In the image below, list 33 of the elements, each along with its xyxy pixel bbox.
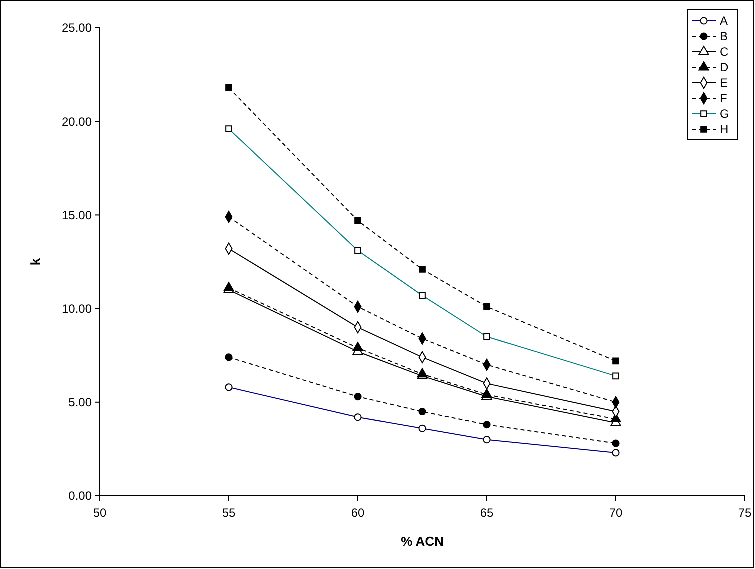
x-tick-label: 65 (480, 506, 494, 520)
point (354, 393, 362, 401)
point (418, 408, 426, 416)
legend-label: H (720, 122, 729, 137)
legend-label: B (720, 30, 728, 44)
y-tick-label: 15.00 (62, 208, 92, 222)
point (483, 421, 491, 429)
point (225, 354, 233, 362)
x-axis-title: % ACN (401, 534, 444, 549)
x-tick-label: 60 (351, 506, 365, 520)
y-axis-title: k (28, 258, 43, 266)
y-tick-label: 0.00 (68, 489, 92, 504)
x-tick-label: 70 (609, 506, 623, 520)
legend-label: D (720, 60, 729, 75)
legend-label: F (720, 92, 728, 106)
point (612, 358, 620, 365)
point (352, 342, 364, 352)
y-tick-label: 5.00 (68, 396, 92, 410)
legend-label: A (720, 14, 728, 28)
legend-label: E (720, 76, 728, 90)
x-tick-label: 75 (738, 506, 752, 520)
point (484, 304, 490, 310)
point (226, 84, 232, 92)
legend-label: C (720, 45, 729, 60)
x-tick-label: 55 (222, 506, 236, 520)
y-tick-label: 25.00 (62, 21, 92, 36)
x-tick-label: 50 (93, 506, 107, 520)
y-tick-label: 10.00 (62, 302, 92, 316)
y-tick-label: 20.00 (62, 114, 92, 129)
legend-label: G (720, 107, 730, 122)
point (419, 266, 426, 273)
point (612, 440, 620, 448)
point (354, 217, 362, 224)
